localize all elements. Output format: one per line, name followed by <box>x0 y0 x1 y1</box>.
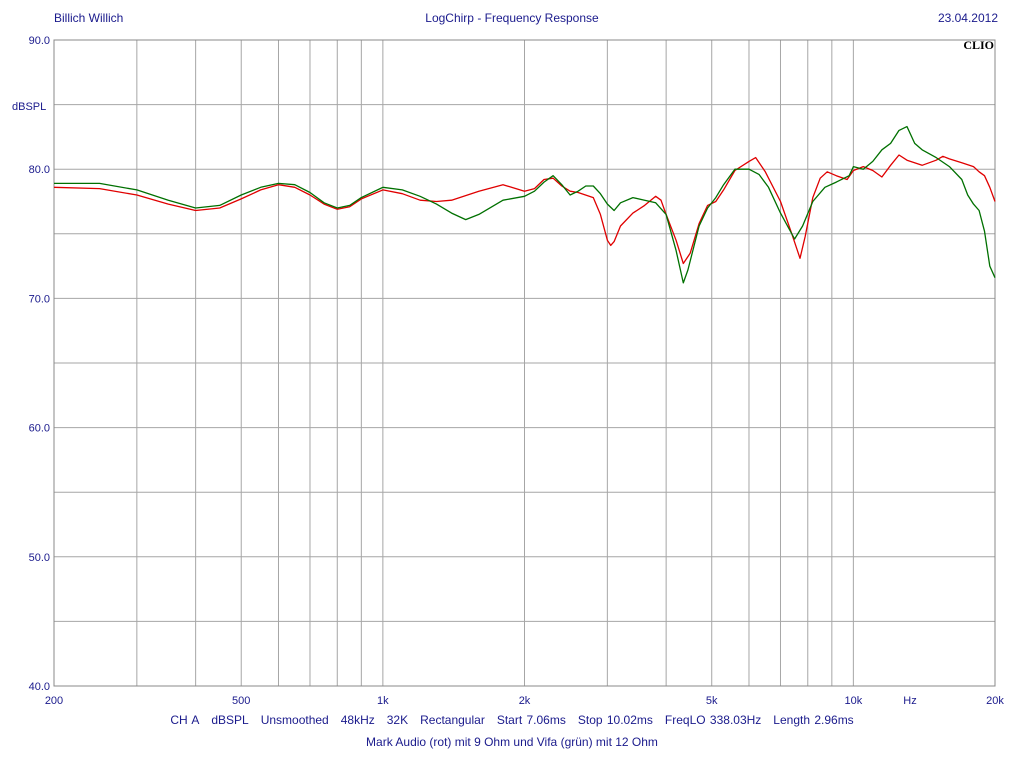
y-tick-label: 80.0 <box>29 164 50 176</box>
y-tick-label: 40.0 <box>29 681 50 693</box>
x-tick-label: 10k <box>844 695 862 707</box>
measurement-info-item: Unsmoothed <box>260 713 329 727</box>
measurement-info-item: dBSPL <box>211 713 249 727</box>
x-tick-label: 200 <box>45 695 63 707</box>
measurement-info-item: Rectangular <box>420 713 485 727</box>
series-line <box>53 154 996 265</box>
y-tick-label: 50.0 <box>29 552 50 564</box>
measurement-info-item: 32K <box>386 713 409 727</box>
x-axis-unit-label: Hz <box>903 695 916 707</box>
measurement-info-item: FreqLO 338.03Hz <box>664 713 762 727</box>
chart-caption: Mark Audio (rot) mit 9 Ohm und Vifa (grü… <box>366 735 658 749</box>
brand-label: CLIO <box>963 38 994 52</box>
measurement-info-item: Length 2.96ms <box>773 713 854 727</box>
y-axis-label: dBSPL <box>12 101 46 113</box>
y-tick-label: 90.0 <box>29 35 50 47</box>
x-tick-label: 5k <box>706 695 718 707</box>
measurement-info-item: CH A <box>170 713 200 727</box>
y-tick-label: 70.0 <box>29 293 50 305</box>
chart-title: LogChirp - Frequency Response <box>425 11 599 25</box>
measurement-info-item: 48kHz <box>340 713 375 727</box>
axis-labels: 90.0 80.0 70.0 60.0 50.0 40.0 200 500 1k 2k 5k 10k 2… <box>12 35 1004 707</box>
x-tick-label: 2k <box>519 695 531 707</box>
measurement-info-item: Start 7.06ms <box>496 713 566 727</box>
date-label: 23.04.2012 <box>937 11 998 25</box>
plot-frame <box>53 39 996 687</box>
author-label: Billich Willich <box>54 11 124 25</box>
grid <box>54 40 995 686</box>
frequency-response-chart: 90.0 80.0 70.0 60.0 50.0 40.0 200 500 1k 2k 5k 10k 2… <box>12 35 1004 707</box>
measurement-info: CH A dBSPL Unsmoothed 48kHz 32K Rectangular St… <box>0 713 1024 727</box>
series-line <box>54 125 996 284</box>
x-tick-label: 500 <box>232 695 250 707</box>
y-tick-label: 60.0 <box>29 423 50 435</box>
measurement-info-item: Stop 10.02ms <box>577 713 653 727</box>
series-group <box>53 125 996 284</box>
x-tick-label: 20k <box>986 695 1004 707</box>
x-tick-label: 1k <box>377 695 389 707</box>
